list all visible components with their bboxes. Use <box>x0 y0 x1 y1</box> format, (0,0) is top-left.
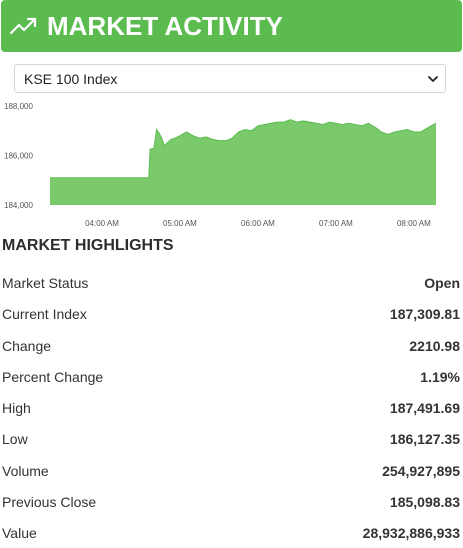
highlight-row: Value 28,932,886,933 <box>0 518 463 548</box>
highlight-row: Percent Change 1.19% <box>0 362 463 393</box>
chevron-down-icon <box>428 76 438 82</box>
index-select-value: KSE 100 Index <box>24 71 118 87</box>
highlight-value: 187,491.69 <box>389 400 460 417</box>
highlight-value: 254,927,895 <box>382 462 460 479</box>
x-tick-label: 05:00 AM <box>163 219 197 228</box>
x-tick-label: 06:00 AM <box>241 219 275 228</box>
highlight-row: Volume 254,927,895 <box>0 456 463 487</box>
highlight-label: Percent Change <box>2 368 104 385</box>
y-tick-label: 184,000 <box>4 201 33 210</box>
highlight-label: Current Index <box>2 306 87 323</box>
highlight-row: Market Status Open <box>0 268 463 299</box>
highlights-title: MARKET HIGHLIGHTS <box>2 237 174 254</box>
highlight-value: 28,932,886,933 <box>362 525 460 542</box>
highlight-value: 185,098.83 <box>389 494 460 511</box>
highlight-label: High <box>2 400 31 417</box>
y-tick-label: 186,000 <box>4 152 33 161</box>
trending-up-icon <box>9 17 37 35</box>
highlight-label: Previous Close <box>2 494 97 511</box>
highlight-value: 187,309.81 <box>389 306 460 323</box>
highlight-label: Market Status <box>2 275 89 291</box>
highlight-row: Low 186,127.35 <box>0 424 463 455</box>
x-tick-label: 08:00 AM <box>397 219 431 228</box>
highlight-row: Change 2210.98 <box>0 331 463 362</box>
highlight-row: High 187,491.69 <box>0 393 463 424</box>
highlight-row: Previous Close 185,098.83 <box>0 487 463 518</box>
highlight-value: 1.19% <box>420 368 460 385</box>
header-bar: MARKET ACTIVITY <box>1 0 462 52</box>
highlight-label: Value <box>2 525 37 542</box>
chart-area-series <box>50 119 436 205</box>
x-tick-label: 07:00 AM <box>319 219 353 228</box>
highlight-label: Low <box>2 431 28 448</box>
index-chart: 184,000 186,000 188,000 04:00 AM 05:00 AM 06:… <box>4 102 437 228</box>
highlight-value: 186,127.35 <box>389 431 460 448</box>
highlight-label: Volume <box>2 462 49 479</box>
page-title: MARKET ACTIVITY <box>47 11 283 41</box>
index-select[interactable]: KSE 100 Index <box>14 64 446 93</box>
highlight-value: Open <box>424 275 460 291</box>
chart-line-series <box>50 119 437 179</box>
highlight-label: Change <box>2 337 52 354</box>
y-tick-label: 188,000 <box>4 102 33 111</box>
x-tick-label: 04:00 AM <box>85 219 119 228</box>
highlight-row: Current Index 187,309.81 <box>0 299 463 330</box>
highlights-table: Market Status Open Current Index 187,309.81… <box>0 268 463 548</box>
highlight-value: 2210.98 <box>409 337 460 354</box>
